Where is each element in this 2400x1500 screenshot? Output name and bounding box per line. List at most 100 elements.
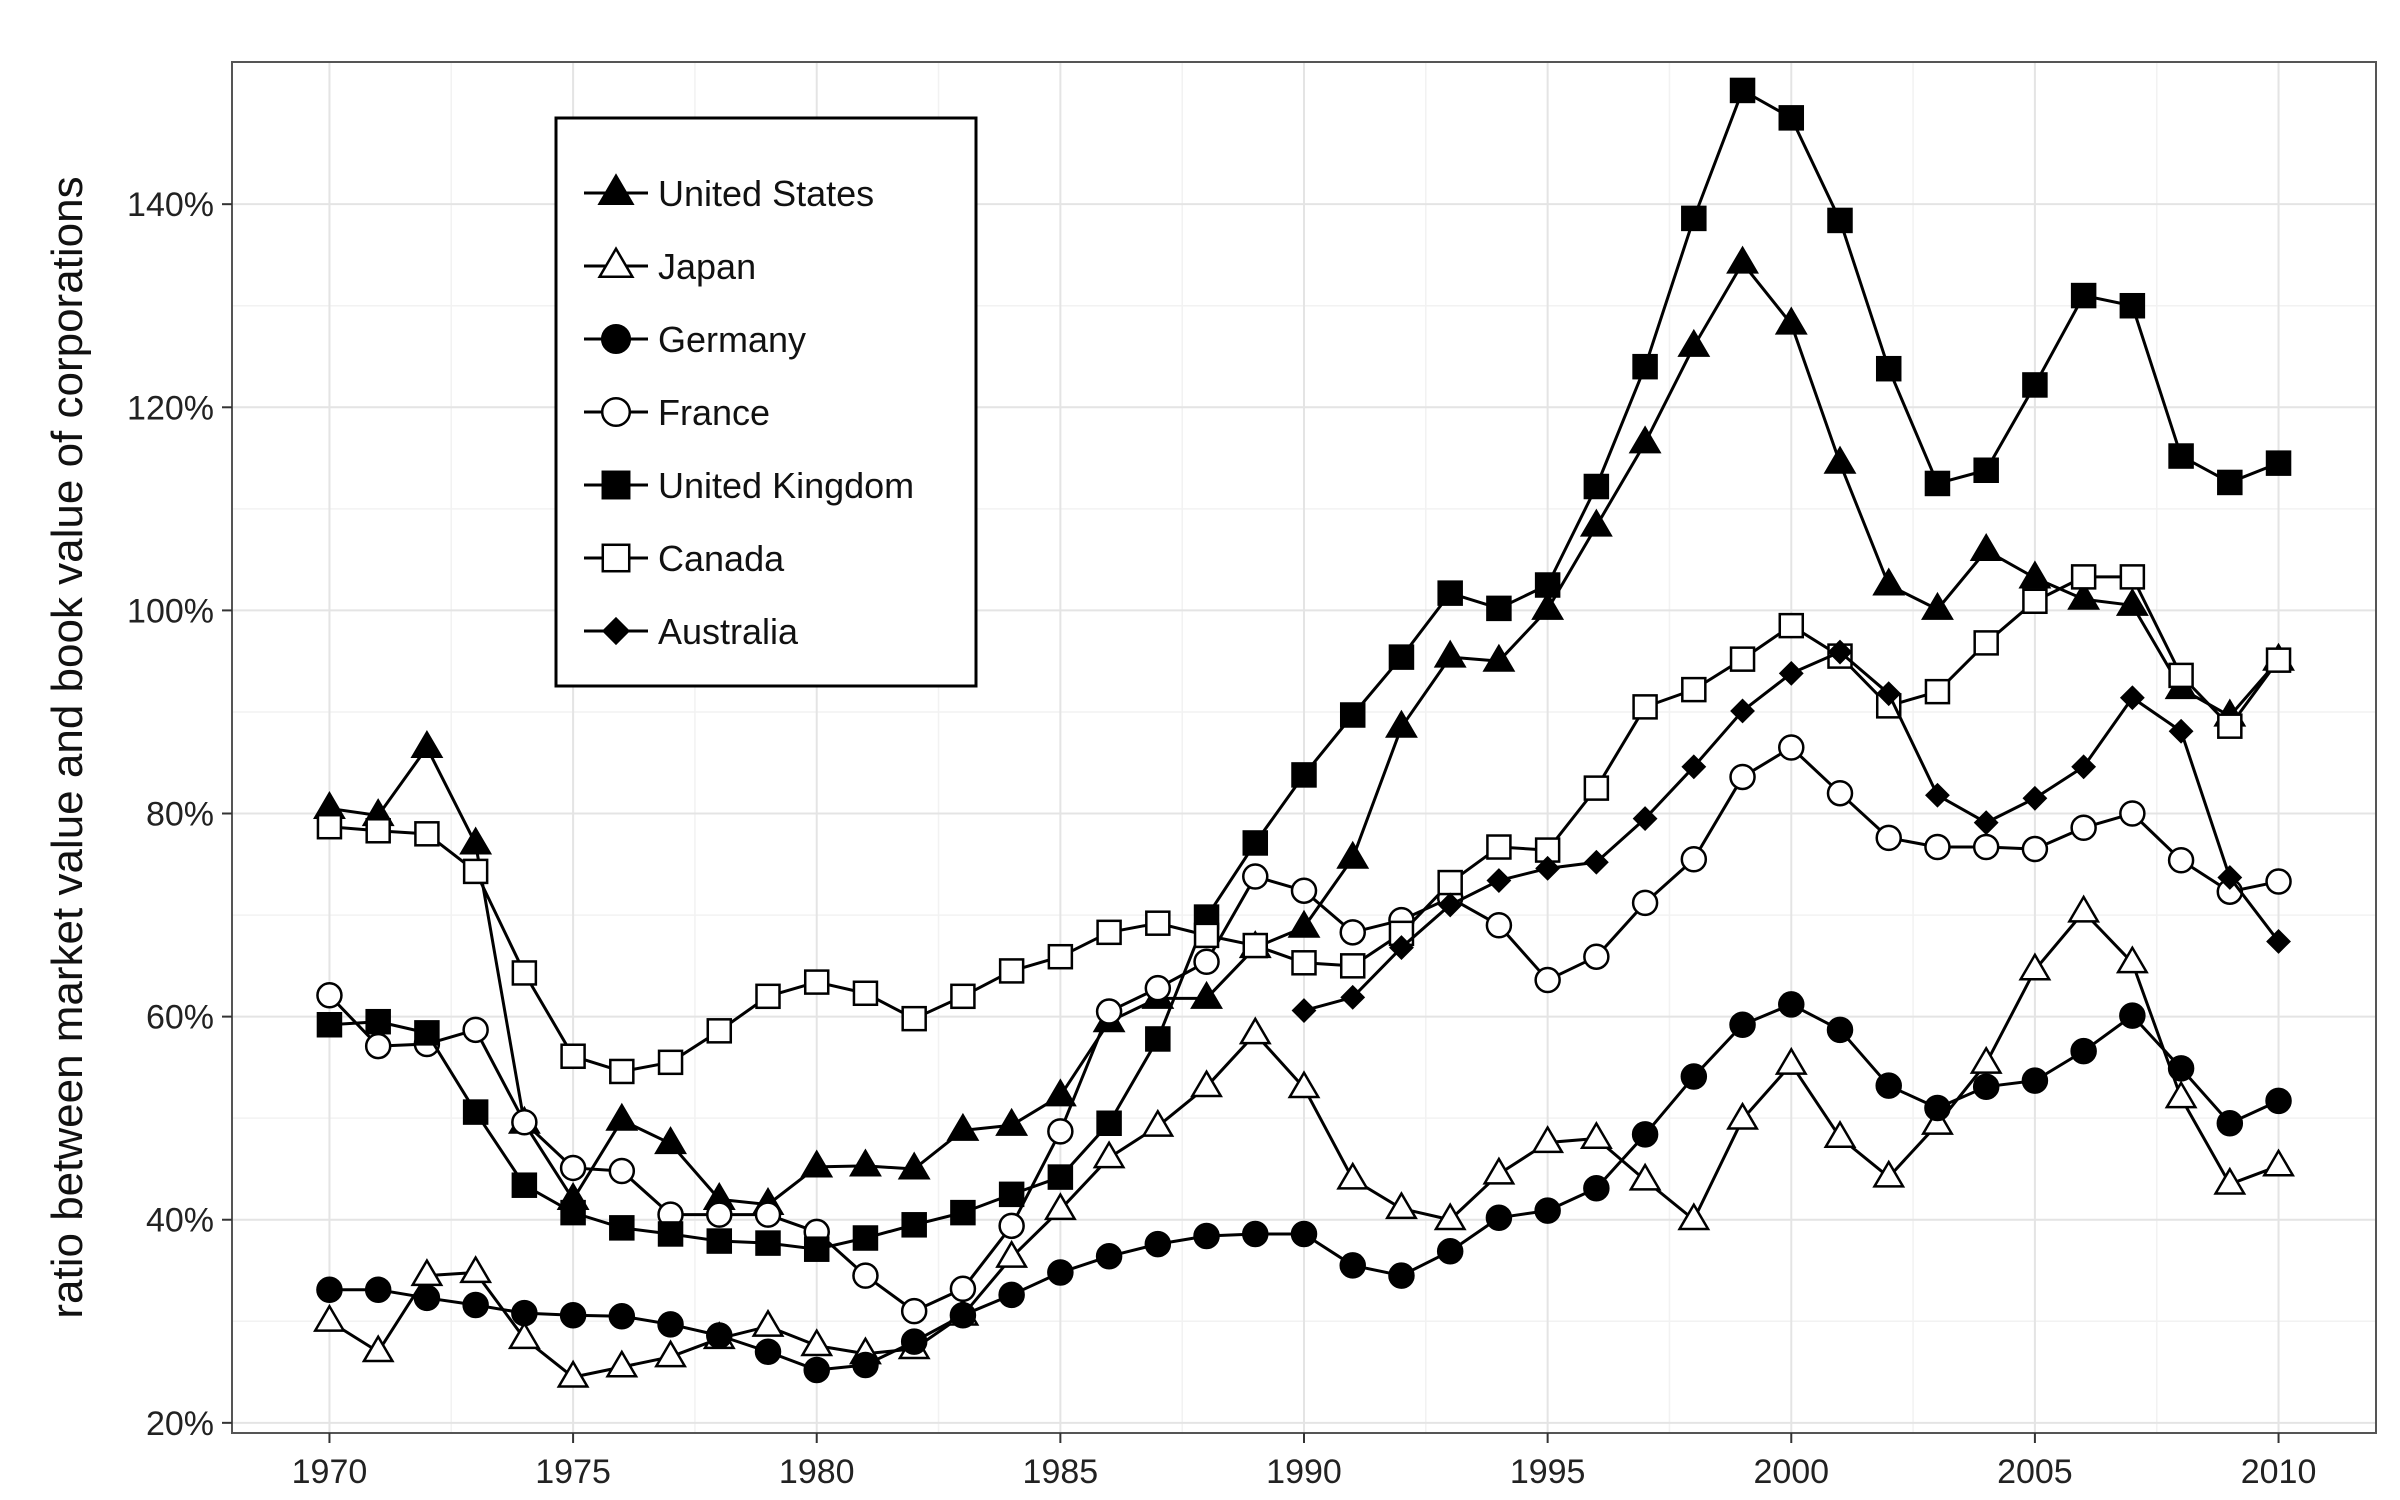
data-point-australia	[2071, 754, 2097, 780]
data-point-germany	[1339, 1252, 1366, 1279]
data-point-france	[559, 1154, 587, 1182]
data-point-united-states	[1531, 591, 1565, 620]
data-point-australia	[1389, 935, 1414, 960]
data-point-japan	[995, 1239, 1029, 1268]
data-point-united-kingdom	[2168, 443, 2194, 469]
legend-item-canada: Canada	[584, 538, 785, 579]
data-point-united-kingdom	[755, 1230, 781, 1256]
data-point-canada	[1047, 943, 1074, 970]
y-tick-label: 100%	[127, 592, 214, 630]
data-point-france	[1290, 877, 1318, 904]
data-point-united-states	[605, 1102, 639, 1131]
legend-marker	[597, 173, 635, 205]
x-tick-label: 2010	[2241, 1453, 2317, 1491]
data-point-australia	[2022, 785, 2048, 811]
data-point-united-states	[1628, 425, 1662, 454]
data-point-france	[2119, 800, 2146, 827]
data-point-united-kingdom	[803, 1236, 830, 1262]
data-point-japan	[1531, 1125, 1565, 1154]
data-point-france	[2070, 814, 2097, 841]
y-tick-label: 20%	[146, 1405, 214, 1443]
data-point-united-kingdom	[1534, 572, 1561, 598]
data-point-canada	[414, 821, 440, 847]
data-point-united-kingdom	[2070, 282, 2097, 309]
data-point-japan	[2018, 952, 2052, 981]
data-point-united-kingdom	[1632, 353, 1658, 380]
data-point-france	[1680, 845, 1708, 873]
data-point-japan	[2067, 894, 2101, 923]
data-point-japan	[1043, 1192, 1077, 1221]
data-point-japan	[556, 1359, 590, 1388]
data-point-united-states	[410, 730, 444, 759]
data-point-australia	[1827, 639, 1853, 665]
data-point-france	[462, 1016, 489, 1044]
series-france	[316, 734, 2292, 1325]
data-point-germany	[1778, 991, 1805, 1018]
data-point-japan	[1872, 1159, 1906, 1188]
data-point-canada	[2217, 713, 2243, 739]
data-point-japan	[1287, 1070, 1321, 1099]
data-point-canada	[1486, 834, 1512, 860]
data-point-united-kingdom	[1437, 580, 1463, 606]
data-point-germany	[1047, 1259, 1074, 1286]
data-point-japan	[1433, 1202, 1467, 1231]
data-point-france	[1924, 833, 1951, 861]
data-point-germany	[1388, 1262, 1415, 1289]
data-point-united-kingdom	[1681, 205, 1707, 232]
data-point-france	[998, 1212, 1025, 1240]
data-point-germany	[1193, 1222, 1220, 1250]
data-point-united-states	[849, 1148, 882, 1177]
data-point-japan	[1823, 1120, 1857, 1149]
data-point-canada	[1973, 630, 1999, 656]
data-point-germany	[900, 1328, 928, 1355]
data-point-united-kingdom	[1729, 77, 1756, 104]
data-point-japan	[1969, 1045, 2003, 1074]
data-point-canada	[755, 983, 781, 1010]
data-point-germany	[1144, 1230, 1172, 1258]
data-point-germany	[511, 1299, 538, 1327]
x-tick-label: 2005	[1997, 1453, 2073, 1491]
data-point-united-states	[1872, 567, 1906, 596]
data-point-canada	[560, 1043, 586, 1069]
y-tick-label: 60%	[146, 999, 214, 1037]
data-point-australia	[1486, 868, 1512, 893]
data-point-canada	[2265, 647, 2292, 673]
data-point-canada	[901, 1005, 927, 1032]
data-point-japan	[1141, 1108, 1175, 1137]
y-tick-label: 40%	[146, 1202, 214, 1240]
legend-item-germany: Germany	[584, 319, 806, 360]
data-point-japan	[1726, 1101, 1759, 1130]
data-point-united-kingdom	[1827, 207, 1853, 234]
data-point-japan	[605, 1349, 639, 1378]
legend-item-japan: Japan	[584, 246, 756, 287]
data-point-germany	[413, 1284, 441, 1312]
data-point-japan	[1238, 1016, 1272, 1045]
data-point-canada	[2022, 588, 2048, 615]
data-point-france	[1095, 998, 1123, 1025]
data-point-canada	[365, 818, 391, 844]
data-point-france	[1972, 833, 2000, 861]
data-point-united-states	[1774, 306, 1808, 335]
data-point-canada	[998, 958, 1025, 984]
data-point-germany	[1485, 1204, 1513, 1231]
data-point-germany	[1826, 1016, 1854, 1044]
data-point-france	[1826, 779, 1854, 807]
data-point-france	[949, 1275, 977, 1303]
data-point-japan	[1482, 1156, 1516, 1185]
data-point-united-states	[1726, 245, 1759, 274]
legend-label: France	[658, 392, 770, 433]
data-point-united-kingdom	[316, 1011, 343, 1038]
data-point-united-kingdom	[1875, 355, 1902, 382]
data-point-united-kingdom	[1339, 702, 1366, 728]
data-point-france	[1047, 1118, 1074, 1145]
data-point-japan	[1677, 1202, 1711, 1231]
data-point-australia	[1778, 660, 1804, 686]
data-point-united-states	[2018, 560, 2052, 589]
data-point-united-states	[1190, 980, 1223, 1009]
data-point-united-kingdom	[998, 1181, 1025, 1208]
legend-item-united-kingdom: United Kingdom	[584, 465, 914, 506]
data-point-france	[316, 982, 343, 1009]
data-point-australia	[1583, 849, 1609, 875]
data-point-france	[1631, 889, 1659, 917]
